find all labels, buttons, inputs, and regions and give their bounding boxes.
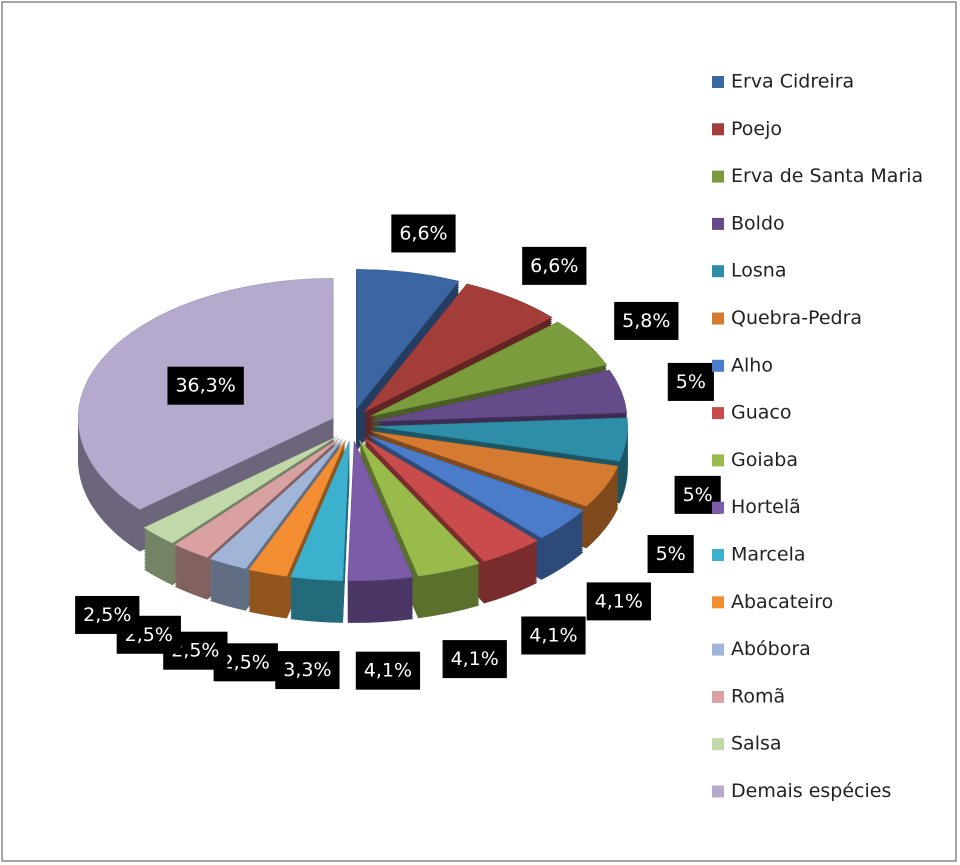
data-label: 4,1%: [364, 660, 412, 682]
slice: [372, 417, 628, 462]
legend-label: Alho: [731, 354, 773, 376]
data-label-group: 4,1%: [442, 640, 507, 679]
data-label-group: 3,3%: [275, 651, 340, 690]
legend-label: Boldo: [731, 212, 785, 234]
data-label-box: [614, 301, 679, 340]
slice: [363, 437, 538, 562]
data-label-box: [275, 651, 340, 690]
data-label: 5%: [656, 543, 686, 565]
data-label: 5,8%: [622, 310, 670, 332]
data-label-box: [167, 366, 244, 405]
data-label-group: 5%: [667, 362, 714, 401]
data-label: 4,1%: [451, 648, 499, 670]
data-label-box: [586, 582, 651, 621]
data-label-group: 6,6%: [522, 246, 587, 285]
data-label-group: 5%: [647, 535, 694, 574]
legend-label: Marcela: [731, 544, 806, 566]
legend-label: Poejo: [731, 118, 782, 140]
legend-swatch: [712, 596, 724, 609]
data-label-box: [75, 595, 140, 634]
legend-label: Goiaba: [731, 449, 798, 471]
data-label: 36,3%: [175, 375, 235, 397]
data-label-group: 2,5%: [75, 595, 140, 634]
data-label-group: 5,8%: [614, 301, 679, 340]
data-label-box: [647, 535, 694, 574]
data-label: 2,5%: [171, 640, 219, 662]
slice: [347, 440, 414, 582]
data-label-group: 4,1%: [521, 616, 586, 655]
data-label-group: 6,6%: [391, 214, 456, 253]
slice: [369, 321, 608, 417]
data-label: 3,3%: [283, 659, 331, 681]
legend-label: Salsa: [731, 733, 782, 755]
legend-swatch: [712, 643, 724, 656]
data-label-group: 36,3%: [167, 366, 244, 405]
legend-swatch: [712, 549, 724, 561]
slice: [248, 440, 346, 577]
legend-label: Abóbora: [731, 638, 811, 660]
data-label: 4,1%: [529, 624, 577, 646]
data-label-box: [442, 640, 507, 679]
legend-label: Hortelã: [731, 496, 801, 518]
data-label-group: 4,1%: [355, 651, 421, 690]
data-label: 2,5%: [83, 604, 131, 626]
legend-label: Quebra-Pedra: [731, 307, 862, 329]
legend-swatch: [712, 785, 724, 798]
legend-label: Guaco: [731, 402, 791, 424]
legend-swatch: [712, 407, 724, 420]
legend-swatch: [712, 738, 724, 751]
legend-swatch: [712, 312, 724, 325]
legend-label: Abacateiro: [731, 591, 833, 613]
slice: [363, 283, 553, 413]
legend-label: Erva de Santa Maria: [731, 165, 923, 187]
data-label-group: 4,1%: [586, 582, 651, 621]
slice: [209, 439, 343, 570]
legend-swatch: [712, 454, 724, 467]
slice: [143, 436, 338, 544]
slice: [290, 440, 350, 582]
slice: [359, 439, 480, 577]
legend-swatch: [712, 265, 724, 278]
legend-label: Erva Cidreira: [731, 71, 854, 93]
slice: [174, 437, 340, 558]
legend-swatch: [712, 359, 724, 372]
legend-swatch: [712, 123, 724, 136]
legend-label: Losna: [731, 260, 786, 282]
legend-swatch: [712, 501, 724, 514]
data-label: 4,1%: [595, 590, 643, 612]
legend-label: Demais espécies: [731, 780, 891, 802]
data-label: 5%: [683, 484, 713, 506]
legend-swatch: [712, 217, 724, 230]
slice: [367, 435, 584, 539]
legend-swatch: [712, 690, 724, 703]
data-label-group: 5%: [674, 475, 721, 514]
data-label: 5%: [676, 371, 706, 393]
data-label-box: [667, 362, 714, 401]
slice: [372, 369, 628, 422]
data-label: 2,5%: [222, 651, 270, 673]
legend-label: Romã: [731, 685, 785, 707]
data-label: 6,6%: [530, 255, 578, 277]
legend-swatch: [712, 170, 724, 183]
slice: [356, 269, 460, 411]
data-label-box: [391, 214, 456, 253]
legend-swatch: [712, 76, 724, 88]
data-label-box: [522, 246, 587, 285]
slice: [371, 431, 619, 507]
data-label-box: [355, 651, 421, 690]
data-label: 6,6%: [399, 222, 447, 244]
data-label-box: [521, 616, 586, 655]
